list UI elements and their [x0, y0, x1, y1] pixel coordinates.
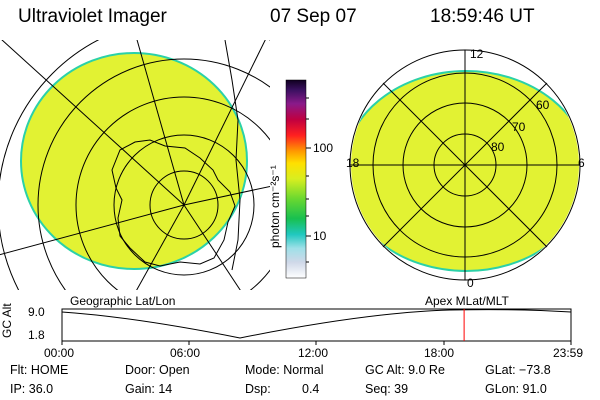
glon-status: GLon: 91.0	[485, 382, 547, 396]
gc-alt-status: GC Alt: 9.0 Re	[365, 363, 445, 377]
altitude-curve	[61, 309, 572, 339]
mlt-label-right: 6	[578, 156, 585, 170]
glat-status: GLat: −73.8	[485, 363, 551, 377]
mlt-label-bottom: 0	[467, 276, 474, 290]
apex-panel-label: Apex MLat/MLT	[425, 294, 509, 308]
dsp-value: 0.4	[302, 382, 320, 396]
mode-status: Mode: Normal	[245, 363, 324, 377]
door-status: Door: Open	[125, 363, 190, 377]
south-america-coastline	[224, 40, 241, 271]
aurora-oval-mag	[351, 70, 579, 272]
altitude-strip	[61, 308, 572, 345]
time-tick-0: 00:00	[44, 346, 75, 360]
mlat-label-60: 60	[536, 98, 550, 112]
colorbar-tick-100: 100	[313, 141, 334, 155]
color-scale-bar	[285, 79, 307, 279]
date-label: 07 Sep 07	[270, 6, 357, 27]
mlt-label-top: 12	[470, 47, 484, 61]
mag-grid	[349, 49, 581, 281]
mlat-mlt-image	[349, 49, 581, 281]
seq-status: Seq: 39	[365, 382, 409, 396]
antarctica-coastline	[111, 139, 236, 267]
time-label: 18:59:46 UT	[430, 6, 535, 27]
time-tick-1: 06:00	[170, 346, 201, 360]
time-tick-2: 12:00	[298, 346, 329, 360]
dsp-label: Dsp:	[245, 382, 271, 396]
alt-tick-bottom: 1.8	[28, 328, 45, 342]
colorbar-tick-10: 10	[313, 229, 327, 243]
color-scale-ticks	[306, 97, 311, 263]
geographic-panel-label: Geographic Lat/Lon	[70, 294, 176, 308]
altitude-plot-frame	[61, 308, 572, 342]
gc-alt-axis-label: GC Alt	[0, 303, 14, 338]
alt-tick-top: 9.0	[28, 305, 45, 319]
time-tick-3: 18:00	[424, 346, 455, 360]
instrument-title: Ultraviolet Imager	[18, 6, 167, 27]
mlt-label-left: 18	[346, 156, 360, 170]
geo-grid	[0, 40, 270, 290]
time-tick-4: 23:59	[553, 346, 584, 360]
colorbar-unit-label: photon cm⁻²s⁻¹	[268, 165, 282, 248]
gain-status: Gain: 14	[125, 382, 173, 396]
flight-status: Flt: HOME	[10, 363, 69, 377]
ip-status: IP: 36.0	[10, 382, 54, 396]
mlat-label-70: 70	[512, 120, 526, 134]
geographic-image	[0, 40, 270, 290]
altitude-time-ticks	[61, 341, 572, 345]
mlat-label-80: 80	[491, 140, 505, 154]
aurora-oval-geo	[20, 52, 248, 270]
